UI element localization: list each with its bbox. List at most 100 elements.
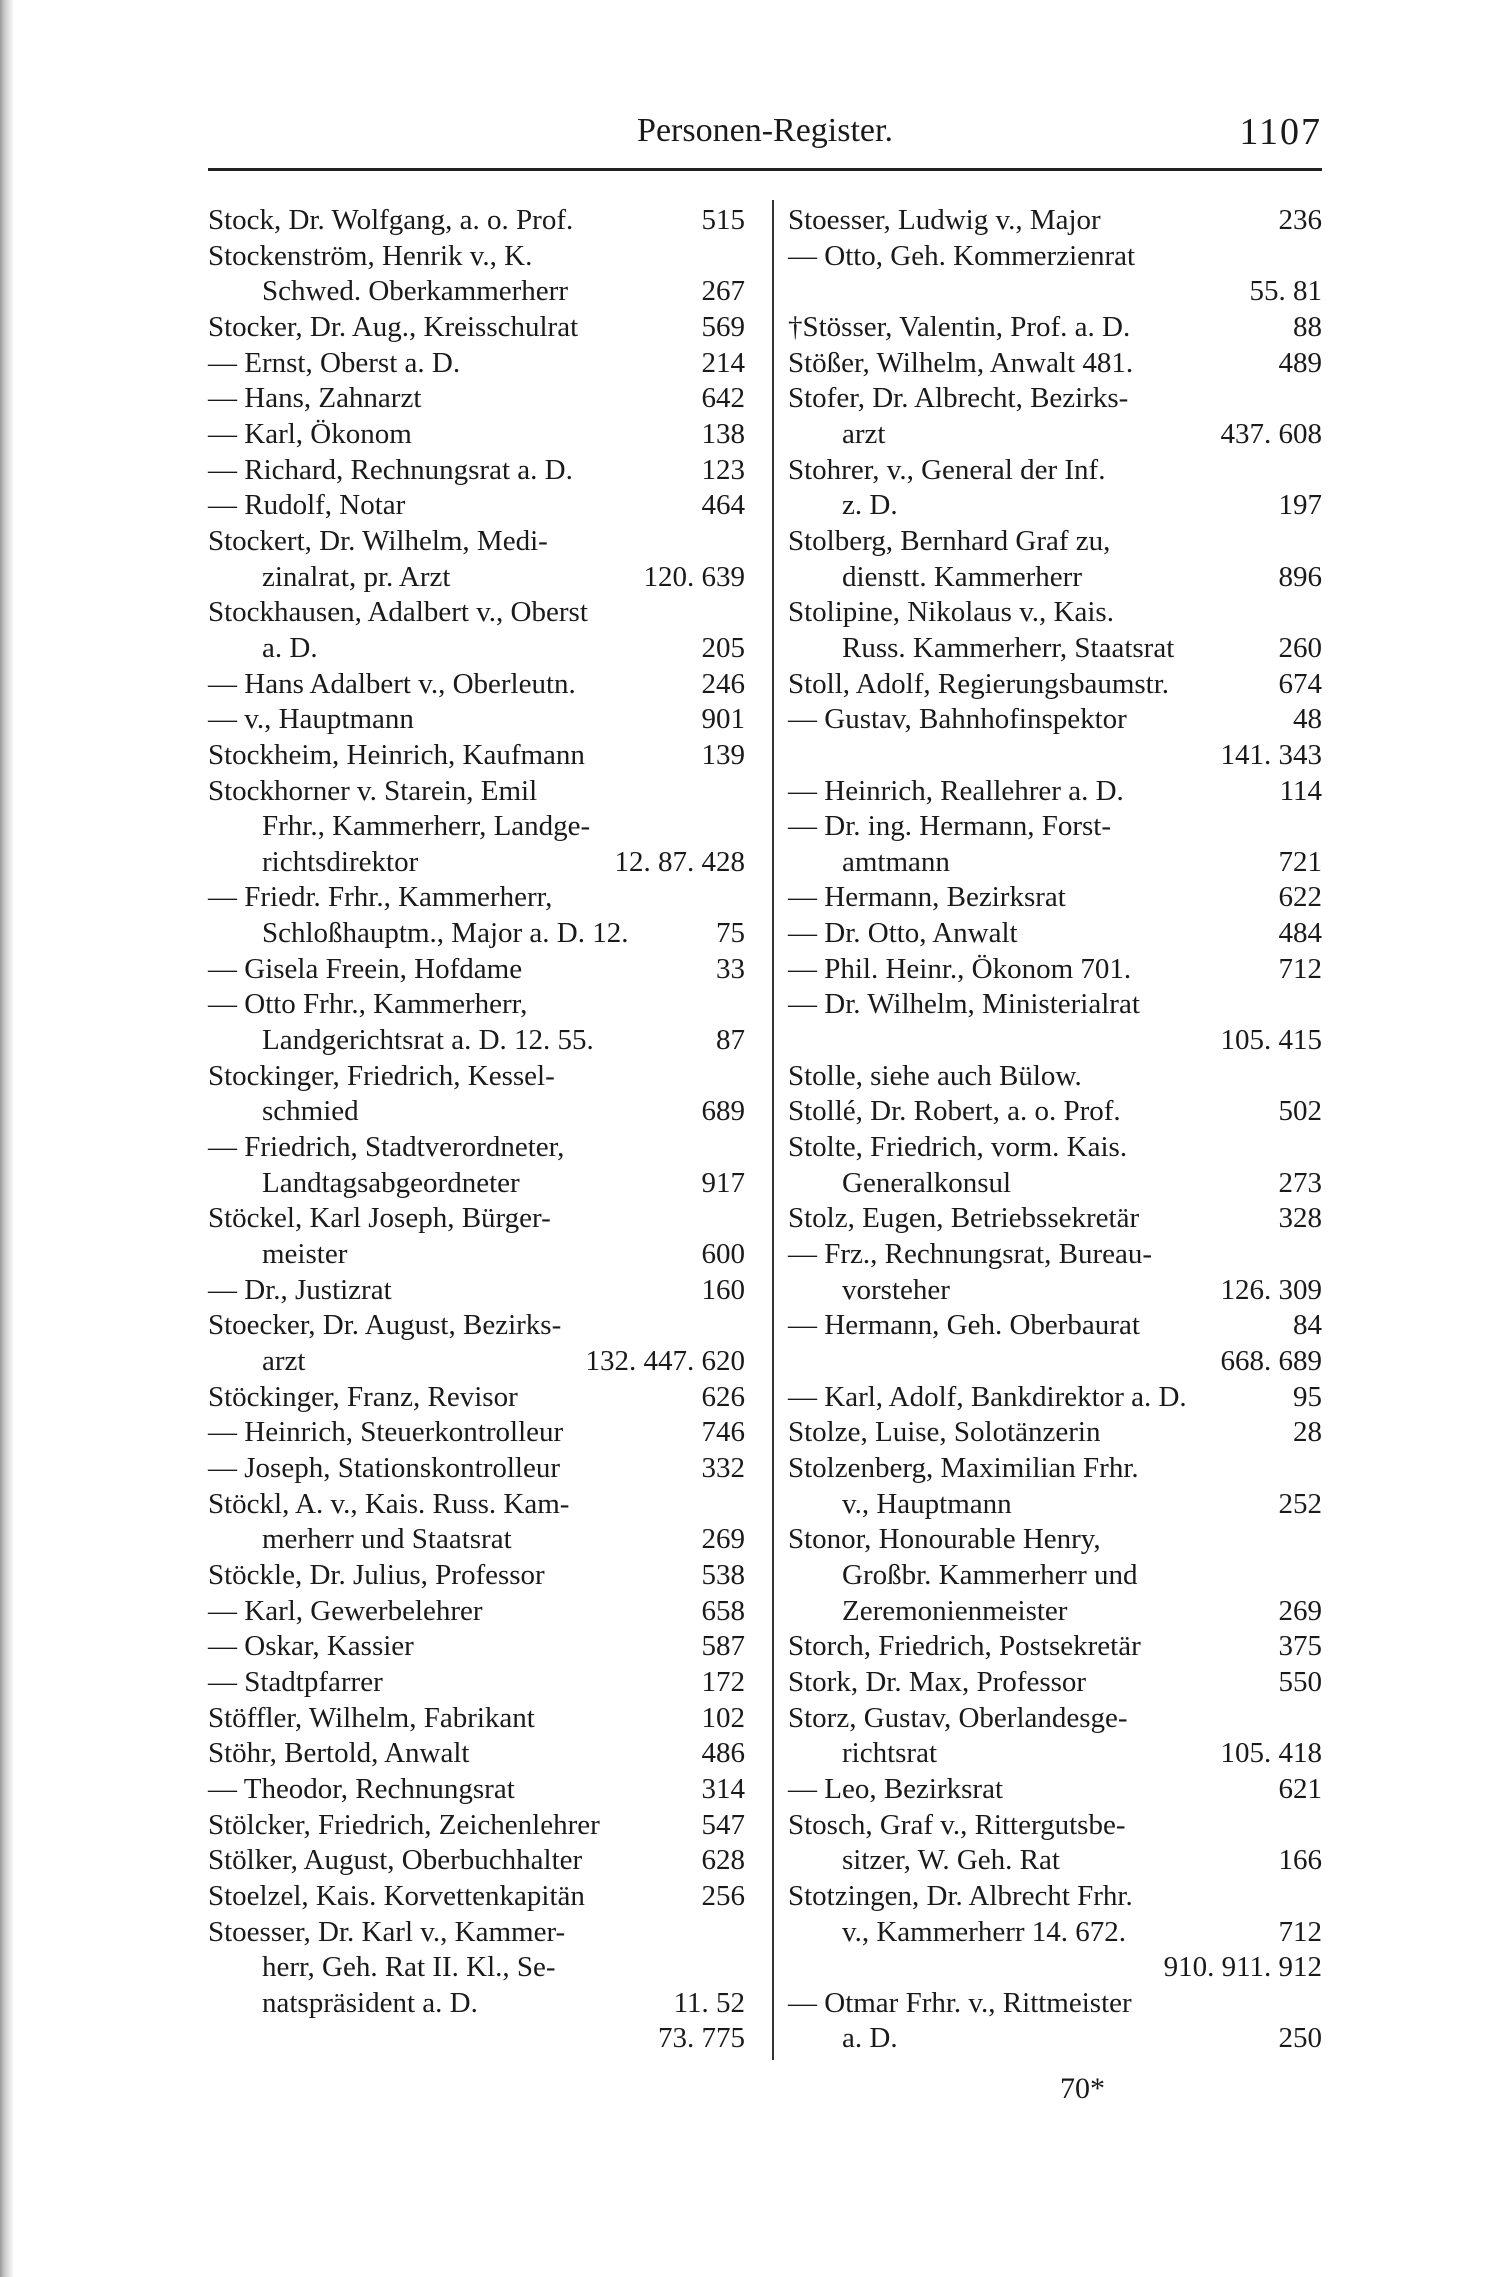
entry-page-refs: 642 <box>701 382 746 415</box>
entry-text: v., Hauptmann <box>842 1487 1012 1520</box>
column-divider <box>772 200 774 2060</box>
index-entry-line: arzt 437. 608 <box>788 417 1322 453</box>
index-entry-line: Stosch, Graf v., Rittergutsbe- <box>788 1808 1322 1844</box>
entry-text: Stolz, Eugen, Betriebssekretär <box>788 1202 1140 1235</box>
index-entry-line: v., Hauptmann 252 <box>788 1487 1322 1523</box>
entry-page-refs: 484 <box>1278 917 1323 950</box>
entry-text: Stölker, August, Oberbuchhalter <box>208 1844 583 1877</box>
index-entry-line: Stößer, Wilhelm, Anwalt 481. 489 <box>788 346 1322 382</box>
entry-text: sitzer, W. Geh. Rat <box>842 1844 1060 1877</box>
entry-text: — Karl, Gewerbelehrer <box>208 1594 483 1627</box>
entry-page-refs: 236 <box>1278 204 1323 236</box>
entry-page-refs: 668. 689 <box>1220 1345 1323 1377</box>
index-entry-line: — Theodor, Rechnungsrat 314 <box>208 1772 745 1808</box>
entry-text: Stolzenberg, Maximilian Frhr. <box>788 1451 1139 1484</box>
index-entry-line: Stock, Dr. Wolfgang, a. o. Prof. 515 <box>208 203 745 239</box>
index-entry-line: meister 600 <box>208 1237 745 1273</box>
entry-text: — Rudolf, Notar <box>208 489 406 522</box>
entry-page-refs: 600 <box>701 1238 746 1271</box>
entry-page-refs: 269 <box>701 1523 746 1556</box>
entry-text: — Oskar, Kassier <box>208 1630 414 1663</box>
entry-text: Stockhorner v. Starein, Emil <box>208 774 538 807</box>
entry-text: Stöckle, Dr. Julius, Professor <box>208 1558 545 1591</box>
entry-page-refs: 689 <box>701 1095 746 1128</box>
entry-page-refs: 250 <box>1278 2022 1323 2055</box>
entry-text: arzt <box>262 1345 306 1377</box>
entry-text: Stofer, Dr. Albrecht, Bezirks- <box>788 382 1129 415</box>
index-entry-line: Stolte, Friedrich, vorm. Kais. <box>788 1130 1322 1166</box>
entry-text: schmied <box>262 1095 359 1128</box>
index-entry-line: — Joseph, Stationskontrolleur 332 <box>208 1451 745 1487</box>
index-entry-line: — Karl, Adolf, Bankdirektor a. D. 95 <box>788 1380 1322 1416</box>
entry-page-refs: 123 <box>701 453 746 486</box>
entry-text: vorsteher <box>842 1273 950 1306</box>
index-entry-line: — Ernst, Oberst a. D. 214 <box>208 346 745 382</box>
index-entry-line: Großbr. Kammerherr und <box>788 1558 1322 1594</box>
entry-page-refs: 502 <box>1278 1095 1323 1128</box>
entry-text: — Otmar Frhr. v., Rittmeister <box>788 1986 1132 2019</box>
index-entry-line: — Heinrich, Reallehrer a. D. 114 <box>788 774 1322 810</box>
entry-page-refs: 375 <box>1278 1630 1323 1663</box>
entry-text: Storch, Friedrich, Postsekretär <box>788 1630 1141 1663</box>
index-entry-line: Landtagsabgeordneter 917 <box>208 1166 745 1202</box>
entry-text: Stocker, Dr. Aug., Kreisschulrat <box>208 310 579 343</box>
index-entry-line: Stolz, Eugen, Betriebssekretär 328 <box>788 1201 1322 1237</box>
index-entry-line: — Richard, Rechnungsrat a. D. 123 <box>208 453 745 489</box>
index-entry-line: — Oskar, Kassier 587 <box>208 1629 745 1665</box>
entry-text: — Gisela Freein, Hofdame <box>208 952 523 985</box>
entry-text: — Otto, Geh. Kommerzienrat <box>788 239 1136 272</box>
page-number: 1107 <box>1239 111 1322 153</box>
index-entry-line: — Hermann, Geh. Oberbaurat 84 <box>788 1308 1322 1344</box>
entry-text: Stohrer, v., General der Inf. <box>788 453 1106 486</box>
entry-text: Großbr. Kammerherr und <box>842 1558 1138 1591</box>
entry-text: a. D. <box>842 2022 898 2055</box>
entry-text: Stonor, Honourable Henry, <box>788 1523 1101 1556</box>
index-entry-line: — v., Hauptmann 901 <box>208 702 745 738</box>
index-entry-line: Storch, Friedrich, Postsekretär 375 <box>788 1629 1322 1665</box>
entry-text: †Stösser, Valentin, Prof. a. D. <box>788 310 1131 343</box>
index-entry-line: — Dr. ing. Hermann, Forst- <box>788 809 1322 845</box>
entry-page-refs: 48 <box>1293 703 1322 736</box>
index-entry-line: merherr und Staatsrat 269 <box>208 1522 745 1558</box>
index-entry-line: Stotzingen, Dr. Albrecht Frhr. <box>788 1879 1322 1915</box>
entry-text: Stockert, Dr. Wilhelm, Medi- <box>208 524 548 557</box>
entry-text: Storz, Gustav, Oberlandesge- <box>788 1701 1128 1734</box>
entry-text: — Hermann, Bezirksrat <box>788 881 1066 914</box>
entry-text: Schloßhauptm., Major a. D. 12. <box>262 917 629 950</box>
entry-text: Stork, Dr. Max, Professor <box>788 1665 1087 1698</box>
index-entry-line: Zeremonienmeister 269 <box>788 1594 1322 1630</box>
entry-text: Stosch, Graf v., Rittergutsbe- <box>788 1808 1126 1841</box>
index-entry-line: Stockhorner v. Starein, Emil <box>208 774 745 810</box>
entry-text: Landgerichtsrat a. D. 12. 55. <box>262 1024 594 1057</box>
entry-page-refs: 160 <box>701 1273 746 1306</box>
entry-page-refs: 205 <box>701 631 746 664</box>
entry-text: — Dr., Justizrat <box>208 1273 392 1306</box>
entry-text: Stölcker, Friedrich, Zeichenlehrer <box>208 1808 600 1841</box>
entry-page-refs: 214 <box>701 346 746 379</box>
entry-text: — Hans, Zahnarzt <box>208 382 422 415</box>
entry-page-refs: 120. 639 <box>643 560 746 593</box>
entry-page-refs: 712 <box>1278 952 1323 985</box>
index-entry-line: arzt 132. 447. 620 <box>208 1344 745 1380</box>
entry-page-refs: 538 <box>701 1558 746 1591</box>
header-rule <box>208 168 1322 171</box>
index-entry-line: Stockenström, Henrik v., K. <box>208 239 745 275</box>
entry-text: — Gustav, Bahnhofinspektor <box>788 703 1127 736</box>
entry-page-refs: 33 <box>716 952 745 985</box>
entry-page-refs: 658 <box>701 1594 746 1627</box>
entry-text: — Friedr. Frhr., Kammerherr, <box>208 881 553 914</box>
entry-text: — Frz., Rechnungsrat, Bureau- <box>788 1238 1153 1271</box>
entry-page-refs: 712 <box>1278 1915 1323 1948</box>
index-entry-line: Stölcker, Friedrich, Zeichenlehrer 547 <box>208 1808 745 1844</box>
index-entry-line: — Otto, Geh. Kommerzienrat <box>788 239 1322 275</box>
index-entry-line: 910. 911. 912 <box>788 1950 1322 1986</box>
entry-text: dienstt. Kammerherr <box>842 560 1082 593</box>
index-entry-line: Stoesser, Ludwig v., Major 236 <box>788 203 1322 239</box>
entry-page-refs: 628 <box>701 1844 746 1877</box>
entry-page-refs: 102 <box>701 1701 746 1734</box>
index-entry-line: a. D. 250 <box>788 2021 1322 2057</box>
entry-page-refs: 464 <box>701 489 746 522</box>
index-entry-line: Stohrer, v., General der Inf. <box>788 453 1322 489</box>
entry-page-refs: 141. 343 <box>1220 738 1323 771</box>
index-entry-line: Stöckl, A. v., Kais. Russ. Kam- <box>208 1487 745 1523</box>
